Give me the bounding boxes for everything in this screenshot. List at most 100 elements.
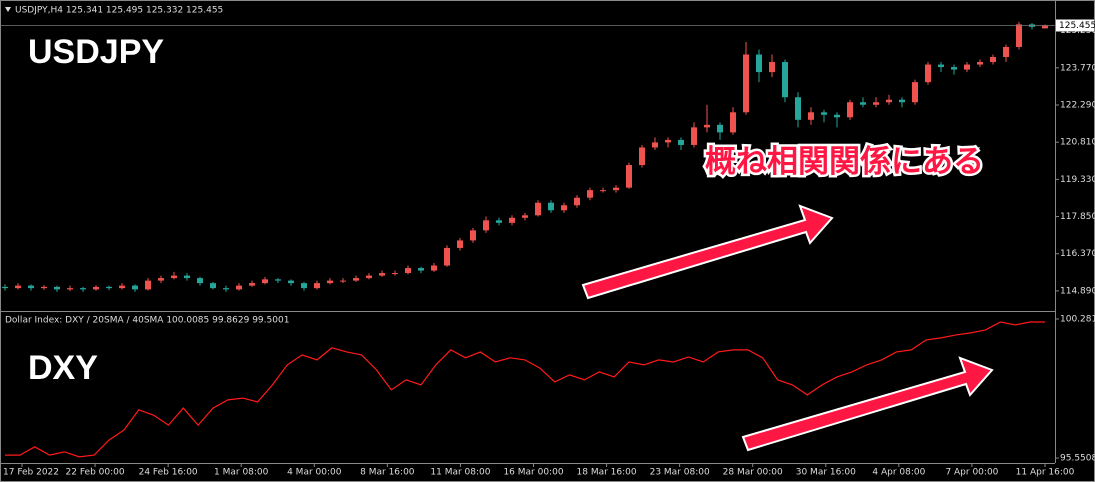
candle-body [327, 280, 333, 284]
candle-body [483, 220, 489, 231]
candle-body [1003, 46, 1009, 58]
candle-body [184, 275, 190, 279]
candle-body [262, 279, 268, 284]
candle-body [730, 112, 736, 133]
x-tick-label: 11 Mar 08:00 [430, 468, 490, 478]
y-tick-label: 116.370 [1060, 249, 1095, 259]
candle-body [106, 286, 112, 289]
usdjpy-label: USDJPY [28, 33, 164, 71]
x-tick-label: 11 Apr 16:00 [1016, 468, 1075, 478]
candle-body [548, 202, 554, 211]
candle-body [223, 288, 229, 290]
arrows [581, 204, 994, 452]
candle-body [67, 288, 73, 290]
candle-body [951, 67, 957, 70]
candle-body [314, 283, 320, 289]
candle-body [197, 278, 203, 284]
candle-body [795, 97, 801, 120]
candle-body [236, 285, 242, 290]
candle-body [769, 62, 775, 73]
candle-body [54, 286, 60, 290]
x-tick-label: 24 Feb 16:00 [139, 468, 198, 478]
candle-body [834, 114, 840, 118]
candle-body [678, 139, 684, 145]
candle-body [15, 285, 21, 289]
candle-body [275, 279, 281, 281]
candle-body [691, 127, 697, 145]
x-tick-label: 23 Mar 08:00 [650, 468, 710, 478]
x-tick-label: 16 Mar 00:00 [503, 468, 563, 478]
candle-body [405, 268, 411, 274]
candle-body [743, 54, 749, 113]
candle-body [93, 286, 99, 290]
candle-body [899, 99, 905, 103]
y-tick-label: 122.290 [1060, 101, 1095, 111]
candle-body [171, 275, 177, 279]
candle-body [457, 240, 463, 248]
y-tick-label: 100.2816 [1060, 315, 1095, 325]
y-tick-label: 114.890 [1060, 286, 1095, 296]
candle-body [301, 283, 307, 289]
x-tick-label: 22 Feb 00:00 [66, 468, 125, 478]
candle-body [379, 273, 385, 276]
candle-body [158, 278, 164, 281]
x-tick-label: 28 Mar 00:00 [723, 468, 783, 478]
candle-body [782, 62, 788, 98]
candle-body [145, 280, 151, 290]
candle-body [704, 124, 710, 128]
y-tick-label: 117.850 [1060, 212, 1095, 222]
candle-body [600, 190, 606, 192]
candle-body [366, 275, 372, 279]
dxy-line [5, 321, 1045, 458]
arrow [741, 356, 994, 452]
annotation: 概ね相関関係にある [705, 144, 984, 179]
candle-body [938, 64, 944, 68]
candle-body [821, 112, 827, 115]
x-tick-label: 30 Mar 16:00 [796, 468, 856, 478]
candle-body [977, 62, 983, 65]
candle-body [626, 165, 632, 188]
candle-body [392, 273, 398, 275]
x-tick-label: 7 Apr 00:00 [945, 468, 998, 478]
candle-body [1016, 24, 1022, 47]
candle-body [847, 102, 853, 118]
candle-body [535, 202, 541, 216]
candle-body [912, 82, 918, 103]
candle-body [80, 288, 86, 290]
dxy-label: DXY [28, 349, 98, 387]
candle-body [470, 230, 476, 241]
y-tick-label: 95.5508 [1060, 454, 1095, 464]
candle-body [509, 217, 515, 223]
dxy-header: Dollar Index: DXY / 20SMA / 40SMA 100.00… [5, 316, 289, 326]
arrow [581, 204, 834, 300]
candle-body [288, 280, 294, 284]
x-tick-label: 8 Mar 16:00 [360, 468, 415, 478]
candle-body [444, 247, 450, 266]
last-price-box [1056, 19, 1094, 32]
candle-body [28, 285, 34, 289]
candle-body [210, 283, 216, 289]
candle-body [587, 190, 593, 198]
usdjpy-header: USDJPY,H4 125.341 125.495 125.332 125.45… [15, 6, 223, 16]
x-tick-label: 17 Feb 2022 [3, 468, 59, 478]
x-tick-label: 4 Apr 08:00 [872, 468, 925, 478]
candle-body [665, 139, 671, 143]
menu-arrow[interactable] [5, 7, 11, 12]
last-price-label: 125.455 [1059, 21, 1095, 31]
candle-body [353, 278, 359, 281]
candle-body [574, 197, 580, 206]
candle-body [613, 187, 619, 191]
candle-body [808, 112, 814, 120]
candle-body [496, 220, 502, 223]
candle-body [431, 265, 437, 271]
candle-body [561, 205, 567, 211]
candle-body [132, 285, 138, 290]
candle-body [756, 54, 762, 73]
candle-body [860, 102, 866, 105]
y-tick-label: 123.770 [1060, 63, 1095, 73]
candle-body [249, 283, 255, 286]
candle-body [886, 99, 892, 103]
candle-body [873, 102, 879, 105]
